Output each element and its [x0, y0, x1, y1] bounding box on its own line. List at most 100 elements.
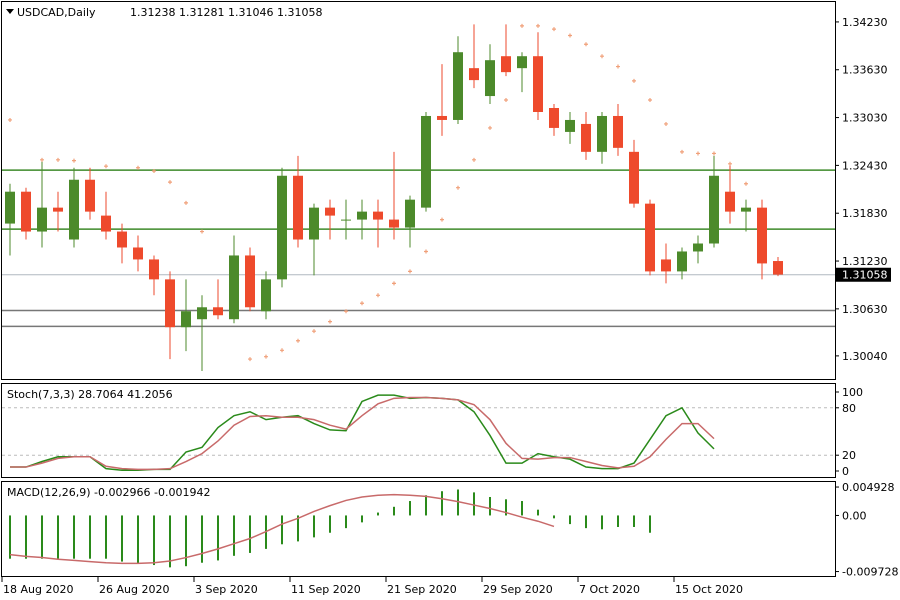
candle-body	[149, 259, 159, 280]
candle-body	[101, 215, 111, 232]
macd-histogram-bar	[153, 515, 155, 566]
candle-body	[645, 203, 655, 272]
macd-histogram-bar	[57, 515, 59, 559]
macd-histogram-bar	[137, 515, 139, 564]
parabolic-sar-dot	[360, 301, 364, 306]
parabolic-sar-dot	[536, 23, 540, 28]
macd-histogram-bar	[89, 515, 91, 559]
candle-body	[229, 255, 239, 320]
main-price-plot	[2, 23, 835, 372]
macd-histogram-bar	[121, 515, 123, 562]
candle-body	[85, 179, 95, 212]
candle-body	[677, 251, 687, 272]
parabolic-sar-dot	[632, 78, 636, 83]
macd-histogram-bar	[537, 509, 539, 516]
parabolic-sar-dot	[280, 348, 284, 353]
macd-indicator-label: MACD(12,26,9) -0.002966 -0.001942	[7, 486, 210, 499]
parabolic-sar-dot	[344, 309, 348, 314]
macd-histogram-bar	[601, 515, 603, 530]
parabolic-sar-dot	[296, 338, 300, 343]
parabolic-sar-dot	[744, 181, 748, 186]
macd-histogram-bar	[393, 506, 395, 516]
macd-histogram-bar	[169, 515, 171, 568]
candle-body	[629, 151, 639, 204]
macd-histogram-bar	[409, 501, 411, 516]
candle-body	[261, 279, 271, 312]
macd-histogram-bar	[41, 515, 43, 559]
parabolic-sar-dot	[312, 329, 316, 334]
date-tick-label: 18 Aug 2020	[3, 583, 73, 596]
macd-histogram-bar	[249, 515, 251, 553]
candle-body	[293, 175, 303, 240]
current-price-tag	[836, 267, 891, 282]
macd-histogram-bar	[441, 491, 443, 516]
date-tick-label: 3 Sep 2020	[195, 583, 258, 596]
parabolic-sar-dot	[248, 357, 252, 362]
date-tick-label: 21 Sep 2020	[387, 583, 457, 596]
candle-body	[517, 56, 527, 69]
macd-histogram-bar	[201, 515, 203, 563]
candle-body	[549, 108, 559, 128]
stoch-series-line	[10, 396, 715, 471]
macd-signal-line	[9, 493, 555, 565]
stoch-tick-label: 100	[842, 386, 863, 399]
macd-histogram-bar	[329, 515, 331, 533]
candle-body	[277, 175, 287, 280]
candle-body	[213, 307, 223, 316]
candle-body	[341, 219, 351, 221]
candle-body	[757, 207, 767, 264]
parabolic-sar-dot	[72, 158, 76, 163]
parabolic-sar-dot	[328, 319, 332, 324]
parabolic-sar-dot	[392, 281, 396, 286]
price-tick-label: 1.34230	[842, 16, 888, 29]
price-tick-label: 1.30630	[842, 303, 888, 316]
macd-histogram-bar	[297, 515, 299, 542]
stoch-indicator-label: Stoch(7,3,3) 28.7064 41.2056	[7, 388, 173, 401]
parabolic-sar-dot	[8, 117, 12, 122]
candle-body	[37, 207, 47, 232]
candle-body	[613, 115, 623, 148]
candle-body	[69, 179, 79, 240]
macd-histogram-bar	[233, 515, 235, 556]
macd-histogram-bar	[473, 492, 475, 516]
parabolic-sar-dot	[616, 64, 620, 69]
candle-body	[533, 56, 543, 112]
symbol-menu-icon[interactable]	[6, 9, 14, 14]
candle-body	[661, 259, 671, 272]
candle-body	[421, 115, 431, 208]
macd-histogram-bar	[313, 515, 315, 538]
macd-histogram-bar	[569, 515, 571, 525]
parabolic-sar-dot	[168, 180, 172, 185]
candle-body	[197, 307, 207, 320]
parabolic-sar-dot	[664, 121, 668, 126]
macd-histogram-bar	[185, 515, 187, 567]
candle-body	[373, 211, 383, 220]
candle-body	[581, 123, 591, 152]
macd-histogram-bar	[425, 495, 427, 516]
candle-body	[501, 56, 511, 73]
candle-body	[725, 191, 735, 212]
parabolic-sar-dot	[152, 168, 156, 173]
macd-histogram-bar	[345, 515, 347, 529]
candle-body	[565, 119, 575, 132]
date-tick-label: 11 Sep 2020	[291, 583, 361, 596]
date-tick-label: 29 Sep 2020	[483, 583, 553, 596]
parabolic-sar-dot	[264, 354, 268, 359]
macd-histogram-bar	[633, 515, 635, 527]
symbol-timeframe-label: USDCAD,Daily	[17, 6, 96, 19]
macd-histogram-bar	[377, 512, 379, 516]
parabolic-sar-dot	[456, 185, 460, 190]
candle-body	[5, 191, 15, 224]
parabolic-sar-dot	[696, 151, 700, 156]
parabolic-sar-dot	[136, 165, 140, 170]
parabolic-sar-dot	[408, 269, 412, 274]
stochastic-plot	[2, 394, 835, 471]
ohlc-values: 1.31238 1.31281 1.31046 1.31058	[130, 6, 322, 19]
price-tick-label: 1.33030	[842, 112, 888, 125]
candle-body	[357, 211, 367, 220]
macd-panel-frame	[1, 481, 836, 577]
candle-body	[693, 243, 703, 252]
parabolic-sar-dot	[712, 151, 716, 156]
macd-tick-label: 0.00	[842, 509, 867, 522]
